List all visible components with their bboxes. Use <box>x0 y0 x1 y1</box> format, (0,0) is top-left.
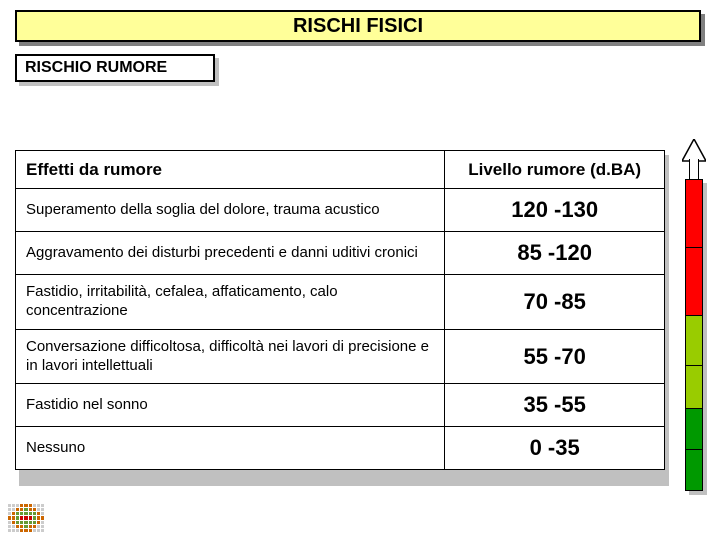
logo-dot <box>16 508 19 511</box>
logo-dot <box>33 529 36 532</box>
gauge-body <box>685 179 703 491</box>
gauge-segment <box>686 180 702 248</box>
cell-effect: Aggravamento dei disturbi precedenti e d… <box>16 232 445 275</box>
cell-level: 55 -70 <box>445 329 665 384</box>
table-row: Nessuno0 -35 <box>16 427 665 470</box>
cell-level: 85 -120 <box>445 232 665 275</box>
cell-level: 70 -85 <box>445 275 665 330</box>
logo-dot <box>33 512 36 515</box>
logo-dot <box>16 529 19 532</box>
gauge-segment <box>686 248 702 316</box>
logo-dot <box>8 525 11 528</box>
table-header-row: Effetti da rumore Livello rumore (d.BA) <box>16 151 665 189</box>
logo-dot <box>8 521 11 524</box>
logo-dot <box>24 504 27 507</box>
header-level: Livello rumore (d.BA) <box>445 151 665 189</box>
logo-dot <box>16 516 19 519</box>
logo-dot <box>37 529 40 532</box>
logo-dot <box>37 512 40 515</box>
logo-dot <box>37 504 40 507</box>
cell-effect: Conversazione difficoltosa, difficoltà n… <box>16 329 445 384</box>
logo-dot <box>41 525 44 528</box>
logo-dot <box>12 508 15 511</box>
cell-effect: Superamento della soglia del dolore, tra… <box>16 189 445 232</box>
logo-dot <box>8 512 11 515</box>
logo-dot <box>37 521 40 524</box>
corner-logo-icon <box>8 504 44 532</box>
page-subtitle: RISCHIO RUMORE <box>15 54 215 82</box>
logo-dot <box>16 504 19 507</box>
logo-dot <box>12 525 15 528</box>
logo-dot <box>20 521 23 524</box>
logo-dot <box>41 508 44 511</box>
cell-effect: Fastidio nel sonno <box>16 384 445 427</box>
header-effect: Effetti da rumore <box>16 151 445 189</box>
logo-dot <box>24 516 27 519</box>
gauge-segment <box>686 316 702 366</box>
logo-dot <box>33 521 36 524</box>
gauge-arrow-shaft <box>689 159 699 179</box>
cell-effect: Fastidio, irritabilità, cefalea, affatic… <box>16 275 445 330</box>
table-row: Fastidio nel sonno35 -55 <box>16 384 665 427</box>
logo-dot <box>8 516 11 519</box>
logo-dot <box>41 521 44 524</box>
logo-dot <box>41 512 44 515</box>
logo-dot <box>24 512 27 515</box>
gauge-segment <box>686 409 702 449</box>
logo-dot <box>20 529 23 532</box>
table-row: Conversazione difficoltosa, difficoltà n… <box>16 329 665 384</box>
page-title: RISCHI FISICI <box>15 10 701 42</box>
logo-dot <box>12 521 15 524</box>
logo-dot <box>37 508 40 511</box>
logo-dot <box>16 521 19 524</box>
logo-dot <box>12 512 15 515</box>
logo-dot <box>29 525 32 528</box>
noise-level-gauge <box>680 139 708 499</box>
logo-dot <box>24 521 27 524</box>
table-row: Fastidio, irritabilità, cefalea, affatic… <box>16 275 665 330</box>
gauge-segment <box>686 450 702 490</box>
logo-dot <box>20 504 23 507</box>
gauge-segment <box>686 366 702 409</box>
logo-dot <box>29 516 32 519</box>
logo-dot <box>41 504 44 507</box>
logo-dot <box>33 508 36 511</box>
logo-dot <box>24 508 27 511</box>
logo-dot <box>29 521 32 524</box>
cell-level: 35 -55 <box>445 384 665 427</box>
logo-dot <box>8 504 11 507</box>
logo-dot <box>8 508 11 511</box>
noise-effects-table: Effetti da rumore Livello rumore (d.BA) … <box>15 150 665 470</box>
logo-dot <box>29 504 32 507</box>
table-row: Superamento della soglia del dolore, tra… <box>16 189 665 232</box>
logo-dot <box>41 529 44 532</box>
logo-dot <box>33 525 36 528</box>
logo-dot <box>29 529 32 532</box>
logo-dot <box>16 512 19 515</box>
cell-level: 120 -130 <box>445 189 665 232</box>
table-row: Aggravamento dei disturbi precedenti e d… <box>16 232 665 275</box>
logo-dot <box>33 516 36 519</box>
logo-dot <box>20 512 23 515</box>
logo-dot <box>12 529 15 532</box>
logo-dot <box>29 508 32 511</box>
logo-dot <box>20 516 23 519</box>
logo-dot <box>24 529 27 532</box>
logo-dot <box>33 504 36 507</box>
cell-effect: Nessuno <box>16 427 445 470</box>
logo-dot <box>20 508 23 511</box>
logo-dot <box>20 525 23 528</box>
logo-dot <box>41 516 44 519</box>
logo-dot <box>37 525 40 528</box>
logo-dot <box>37 516 40 519</box>
logo-dot <box>16 525 19 528</box>
logo-dot <box>29 512 32 515</box>
logo-dot <box>12 516 15 519</box>
logo-dot <box>12 504 15 507</box>
logo-dot <box>24 525 27 528</box>
cell-level: 0 -35 <box>445 427 665 470</box>
logo-dot <box>8 529 11 532</box>
